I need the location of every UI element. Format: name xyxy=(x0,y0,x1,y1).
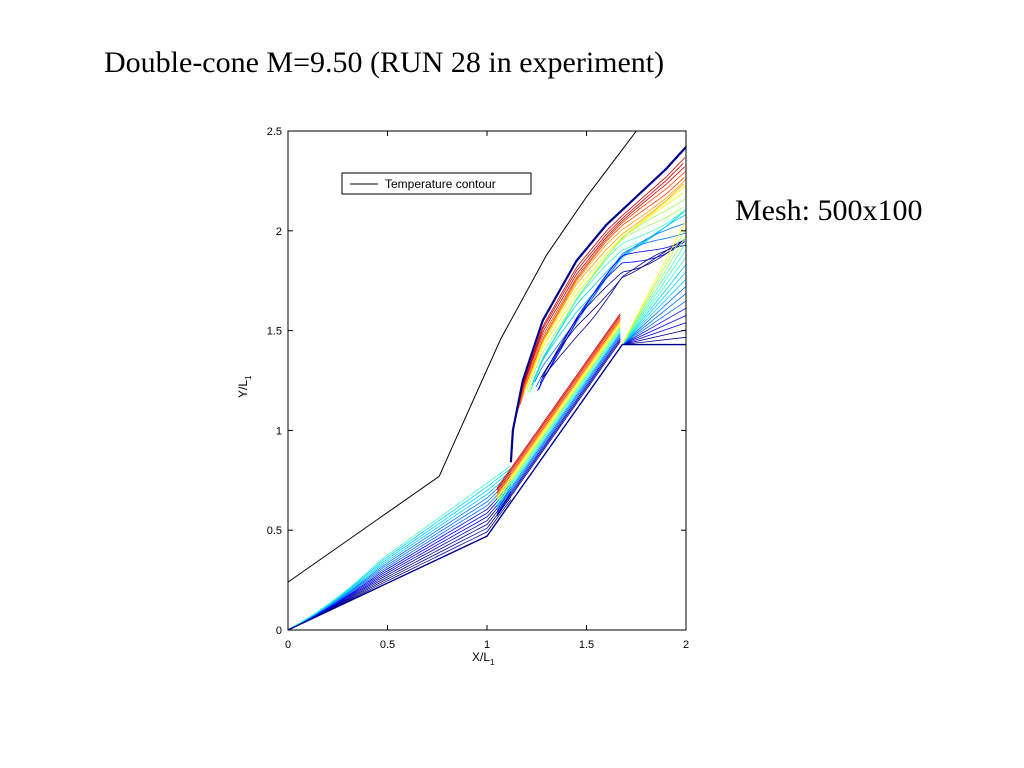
contour-line-expansion xyxy=(622,307,687,345)
contour-line-shear xyxy=(496,322,621,498)
contour-line-shear xyxy=(496,326,621,502)
contour-line-expansion xyxy=(622,286,687,345)
contour-line-expansion xyxy=(622,315,687,345)
contour-line-expansion xyxy=(621,249,687,345)
y-axis-label: Y/L1 xyxy=(236,375,253,398)
contour-line-expansion xyxy=(621,220,687,345)
contour-line-shock-layer xyxy=(539,240,684,384)
series-layer xyxy=(287,130,637,583)
x-axis-label-main: X/L xyxy=(472,650,490,664)
contour-line-shear xyxy=(496,328,621,504)
contour-line-shear xyxy=(496,320,621,496)
contour-line-expansion xyxy=(621,235,687,345)
plot-background xyxy=(288,131,686,630)
contour-line-shear xyxy=(496,341,621,517)
contour-line-shear xyxy=(496,333,621,509)
contour-line-shock-layer xyxy=(519,177,685,405)
contour-line-expansion xyxy=(621,227,687,345)
y-axis-label-main: Y/L xyxy=(236,380,250,398)
x-axis-label: X/L1 xyxy=(472,650,495,667)
contour-line-shock-layer xyxy=(517,166,685,412)
contour-line-shear xyxy=(496,335,621,511)
contour-line-expansion xyxy=(621,256,687,345)
legend-label: Temperature contour xyxy=(385,177,496,191)
contour-line-expansion xyxy=(622,293,687,345)
y-axis-label-sub: 1 xyxy=(244,375,253,380)
contour-line-expansion xyxy=(622,271,687,345)
contour-line-forward xyxy=(287,478,512,631)
contour-line-expansion xyxy=(622,300,687,345)
contour-line-shear xyxy=(496,329,621,506)
contour-line-shear xyxy=(496,316,621,493)
y-tick-label: 0.5 xyxy=(267,525,282,537)
contour-line-shear xyxy=(496,324,621,500)
x-axis-label-sub: 1 xyxy=(490,658,495,667)
tick-layer: 0 0.5 1 1.5 2 0 0.5 1 1.5 2 2.5 xyxy=(267,126,689,651)
x-tick-label: 0.5 xyxy=(380,639,395,651)
x-tick-label: 1 xyxy=(484,639,490,651)
contour-line-shock-layer xyxy=(531,211,685,386)
contour-line-expansion xyxy=(622,336,687,345)
contour-line-shock-layer xyxy=(523,185,686,393)
contour-line-shear xyxy=(496,331,621,508)
contour-line-shear xyxy=(496,318,621,495)
y-tick-label: 2 xyxy=(276,226,282,238)
contour-line-shock-layer xyxy=(514,157,686,423)
contour-line-shock-layer xyxy=(521,179,686,402)
contour-line-shear xyxy=(496,313,621,489)
contour-line-shear xyxy=(496,339,621,515)
double-cone-body xyxy=(287,343,686,631)
contour-line-shock-layer xyxy=(537,240,684,392)
y-tick-label: 2.5 xyxy=(267,126,282,138)
x-tick-label: 1.5 xyxy=(579,639,594,651)
contour-line-expansion xyxy=(622,322,687,345)
contour-line-shock-layer xyxy=(522,183,685,397)
contour-line-shock-layer xyxy=(542,244,687,379)
series-line-temperature-contour xyxy=(287,130,637,583)
contour-line-shear xyxy=(496,337,621,513)
mesh-note: Mesh: 500x100 xyxy=(735,194,923,227)
y-tick-label: 1.5 xyxy=(267,326,282,338)
legend-box xyxy=(341,172,532,195)
contour-line-forward xyxy=(287,465,512,630)
contour-line-shock-layer xyxy=(538,241,686,390)
contour-line-expansion xyxy=(622,264,687,345)
x-tick-label: 0 xyxy=(285,639,291,651)
contour-line-shock-layer xyxy=(541,239,685,378)
contour-line-expansion xyxy=(622,329,687,345)
x-tick-label: 2 xyxy=(683,639,689,651)
contour-line-expansion xyxy=(622,278,687,345)
contour-line-shock-layer xyxy=(534,223,685,383)
slide-title: Double-cone M=9.50 (RUN 28 in experiment… xyxy=(104,46,665,79)
contour-line-shock-layer xyxy=(518,170,687,408)
contour-line-shock-layer xyxy=(515,163,684,418)
y-tick-label: 1 xyxy=(276,425,282,437)
legend: Temperature contour xyxy=(341,172,532,195)
contour-line-expansion xyxy=(621,242,687,345)
contour-layer xyxy=(287,146,687,631)
bow-shock-line xyxy=(509,146,687,463)
y-tick-label: 0 xyxy=(276,625,282,637)
contour-line-shear xyxy=(496,315,621,491)
